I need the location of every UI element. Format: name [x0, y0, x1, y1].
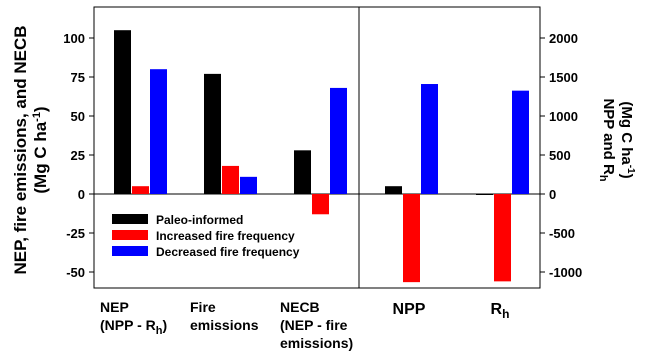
left-group-0-bar: [114, 30, 131, 195]
left-group-0-bar: [150, 69, 167, 194]
category-label-rh: Rh: [491, 301, 510, 321]
right-axis-title-units: (Mg C ha-1): [618, 101, 636, 178]
category-label-fire-sub: emissions: [190, 317, 259, 333]
category-label-nep-sub: (NPP - Rh): [100, 317, 167, 337]
right-group-1-bar: [476, 194, 493, 195]
right-tick-label: 500: [549, 148, 571, 163]
right-tick-label: 1500: [549, 70, 578, 85]
left-group-2-bar: [294, 150, 311, 194]
left-group-1-bar: [240, 176, 257, 194]
right-group-1-bar: [494, 194, 511, 282]
right-axis-title: NPP and Rh: [597, 98, 617, 181]
left-tick-label: -50: [66, 265, 85, 280]
legend-swatch: [112, 214, 148, 224]
legend-swatch: [112, 246, 148, 256]
right-group-0-bar: [403, 194, 420, 283]
left-tick-label: -25: [66, 226, 85, 241]
plot-frame: [93, 6, 541, 289]
right-group-0-bar: [385, 186, 402, 194]
left-group-1-bar: [204, 73, 221, 194]
left-group-2-bar: [312, 194, 329, 215]
legend-swatch: [112, 230, 148, 240]
left-tick-label: 50: [71, 109, 85, 124]
left-group-0-bar: [132, 186, 149, 194]
left-group-1-bar: [222, 165, 239, 194]
right-tick-label: 0: [549, 187, 556, 202]
left-tick-label: 25: [71, 148, 85, 163]
legend-label: Increased fire frequency: [156, 229, 295, 243]
right-tick-label: 1000: [549, 109, 578, 124]
category-label-fire: Fire: [190, 299, 216, 315]
right-tick-label: 2000: [549, 31, 578, 46]
right-tick-label: -1000: [549, 265, 582, 280]
legend-label: Paleo-informed: [156, 213, 243, 227]
right-group-1-bar: [512, 90, 529, 194]
left-group-2-bar: [330, 87, 347, 194]
legend-label: Decreased fire frequency: [156, 245, 300, 259]
category-label-npp: NPP: [393, 301, 426, 318]
left-axis-title: NEP, fire emissions, and NECB: [11, 25, 30, 274]
category-label-necb: NECB: [280, 299, 320, 315]
category-label-necb-sub: (NEP - fire: [280, 317, 348, 333]
left-tick-label: 75: [71, 70, 85, 85]
category-label-necb-sub2: emissions): [280, 335, 353, 351]
left-tick-label: 100: [63, 31, 85, 46]
right-group-0-bar: [421, 84, 438, 194]
category-label-nep: NEP: [100, 299, 129, 315]
right-tick-label: -500: [549, 226, 575, 241]
left-tick-label: 0: [78, 187, 85, 202]
left-axis-title-units: (Mg C ha-1): [31, 106, 50, 193]
